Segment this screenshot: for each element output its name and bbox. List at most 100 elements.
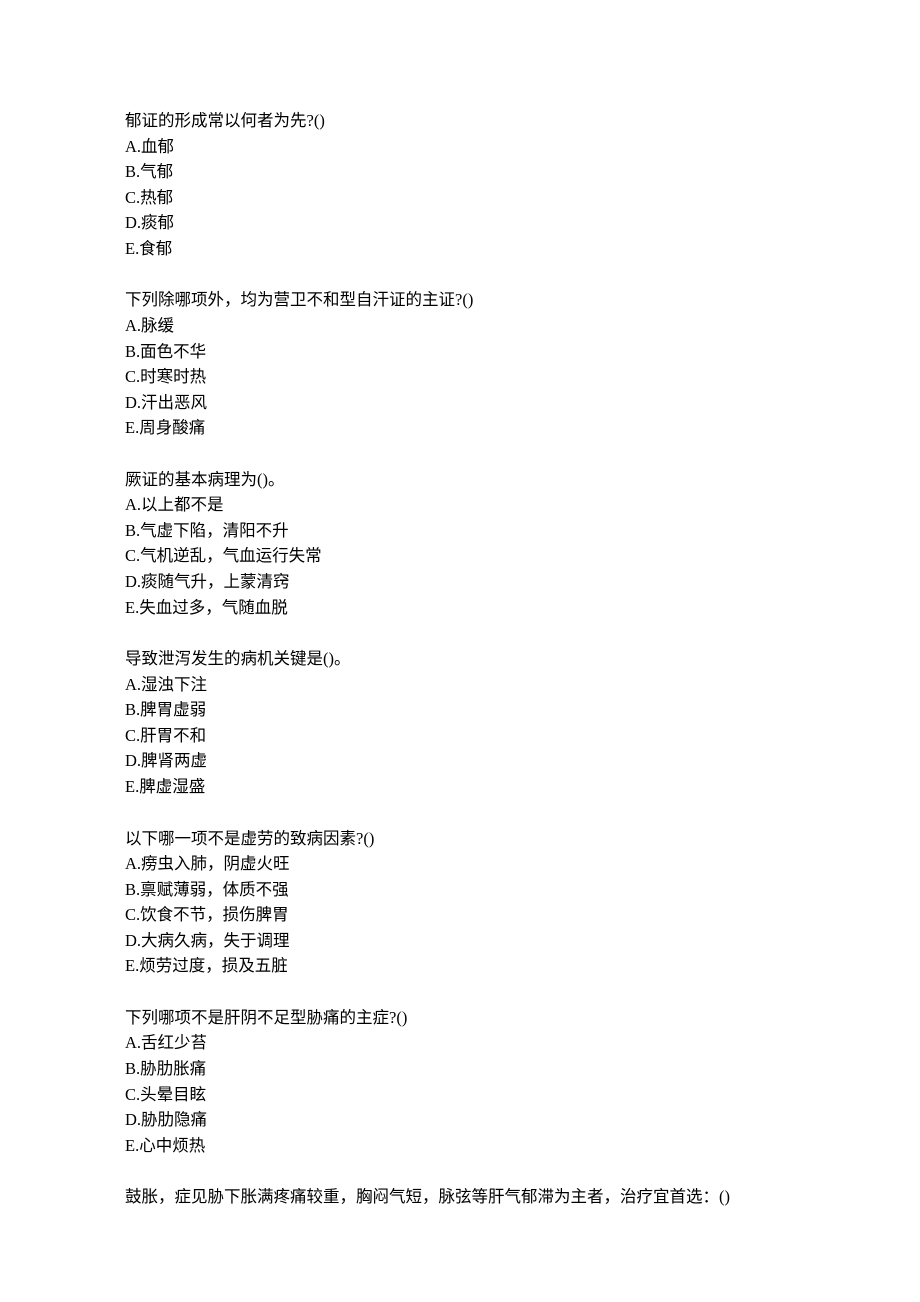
- question-block: 导致泄泻发生的病机关键是()。 A.湿浊下注 B.脾胃虚弱 C.肝胃不和 D.脾…: [125, 646, 795, 799]
- question-stem: 下列除哪项外，均为营卫不和型自汗证的主证?(): [125, 287, 795, 313]
- option-text: 心中烦热: [139, 1136, 205, 1155]
- question-block: 以下哪一项不是虚劳的致病因素?() A.痨虫入肺，阴虚火旺 B.禀赋薄弱，体质不…: [125, 826, 795, 979]
- option-label: E: [125, 956, 135, 975]
- option-text: 失血过多，气随血脱: [139, 598, 288, 617]
- question-stem: 郁证的形成常以何者为先?(): [125, 108, 795, 134]
- option-text: 禀赋薄弱，体质不强: [140, 880, 289, 899]
- question-stem: 下列哪项不是肝阴不足型胁痛的主症?(): [125, 1005, 795, 1031]
- option-label: D: [125, 393, 137, 412]
- option-label: E: [125, 239, 135, 258]
- question-block: 下列除哪项外，均为营卫不和型自汗证的主证?() A.脉缓 B.面色不华 C.时寒…: [125, 287, 795, 440]
- question-option: D.大病久病，失于调理: [125, 928, 795, 954]
- option-text: 肝胃不和: [140, 726, 206, 745]
- option-label: B: [125, 162, 136, 181]
- question-stem: 厥证的基本病理为()。: [125, 467, 795, 493]
- option-label: A: [125, 137, 137, 156]
- option-label: B: [125, 521, 136, 540]
- question-option: A.舌红少苔: [125, 1030, 795, 1056]
- option-label: B: [125, 700, 136, 719]
- option-label: D: [125, 751, 137, 770]
- option-label: C: [125, 1085, 136, 1104]
- question-option: D.痰郁: [125, 210, 795, 236]
- option-text: 脾肾两虚: [141, 751, 207, 770]
- option-label: D: [125, 572, 137, 591]
- option-label: A: [125, 316, 137, 335]
- option-label: A: [125, 675, 137, 694]
- question-option: E.周身酸痛: [125, 415, 795, 441]
- option-text: 血郁: [141, 137, 174, 156]
- option-text: 胁肋隐痛: [141, 1110, 207, 1129]
- option-text: 气虚下陷，清阳不升: [140, 521, 289, 540]
- option-label: E: [125, 418, 135, 437]
- question-stem: 导致泄泻发生的病机关键是()。: [125, 646, 795, 672]
- question-option: C.热郁: [125, 185, 795, 211]
- question-option: B.胁肋胀痛: [125, 1056, 795, 1082]
- option-label: E: [125, 1136, 135, 1155]
- option-text: 胁肋胀痛: [140, 1059, 206, 1078]
- question-option: D.脾肾两虚: [125, 748, 795, 774]
- option-text: 周身酸痛: [139, 418, 205, 437]
- question-option: E.食郁: [125, 236, 795, 262]
- option-text: 热郁: [140, 188, 173, 207]
- question-option: A.以上都不是: [125, 492, 795, 518]
- option-label: D: [125, 213, 137, 232]
- question-option: B.禀赋薄弱，体质不强: [125, 877, 795, 903]
- option-text: 舌红少苔: [141, 1033, 207, 1052]
- option-label: A: [125, 1033, 137, 1052]
- option-label: A: [125, 495, 137, 514]
- option-label: B: [125, 880, 136, 899]
- question-option: B.气郁: [125, 159, 795, 185]
- question-option: D.痰随气升，上蒙清窍: [125, 569, 795, 595]
- option-text: 以上都不是: [141, 495, 224, 514]
- option-text: 饮食不节，损伤脾胃: [140, 905, 289, 924]
- option-text: 时寒时热: [140, 367, 206, 386]
- option-text: 面色不华: [140, 342, 206, 361]
- question-option: A.脉缓: [125, 313, 795, 339]
- question-option: A.血郁: [125, 134, 795, 160]
- question-block: 鼓胀，症见胁下胀满疼痛较重，胸闷气短，脉弦等肝气郁滞为主者，治疗宜首选：(): [125, 1184, 795, 1210]
- option-text: 头晕目眩: [140, 1085, 206, 1104]
- question-option: E.心中烦热: [125, 1133, 795, 1159]
- question-option: B.脾胃虚弱: [125, 697, 795, 723]
- option-label: C: [125, 905, 136, 924]
- option-label: C: [125, 726, 136, 745]
- option-text: 气机逆乱，气血运行失常: [140, 546, 322, 565]
- option-text: 食郁: [139, 239, 172, 258]
- option-label: B: [125, 342, 136, 361]
- option-text: 脉缓: [141, 316, 174, 335]
- question-option: A.痨虫入肺，阴虚火旺: [125, 851, 795, 877]
- question-option: E.脾虚湿盛: [125, 774, 795, 800]
- option-text: 湿浊下注: [141, 675, 207, 694]
- option-text: 大病久病，失于调理: [141, 931, 290, 950]
- option-text: 痰随气升，上蒙清窍: [141, 572, 290, 591]
- option-label: A: [125, 854, 137, 873]
- option-text: 痨虫入肺，阴虚火旺: [141, 854, 290, 873]
- question-option: A.湿浊下注: [125, 672, 795, 698]
- option-label: E: [125, 598, 135, 617]
- option-label: D: [125, 931, 137, 950]
- option-text: 痰郁: [141, 213, 174, 232]
- question-option: C.饮食不节，损伤脾胃: [125, 902, 795, 928]
- option-text: 脾胃虚弱: [140, 700, 206, 719]
- question-option: D.胁肋隐痛: [125, 1107, 795, 1133]
- question-option: C.头晕目眩: [125, 1082, 795, 1108]
- question-option: B.气虚下陷，清阳不升: [125, 518, 795, 544]
- option-text: 汗出恶风: [141, 393, 207, 412]
- question-option: C.时寒时热: [125, 364, 795, 390]
- question-block: 郁证的形成常以何者为先?() A.血郁 B.气郁 C.热郁 D.痰郁 E.食郁: [125, 108, 795, 261]
- option-label: C: [125, 188, 136, 207]
- question-option: E.烦劳过度，损及五脏: [125, 953, 795, 979]
- option-text: 气郁: [140, 162, 173, 181]
- question-option: B.面色不华: [125, 339, 795, 365]
- question-block: 厥证的基本病理为()。 A.以上都不是 B.气虚下陷，清阳不升 C.气机逆乱，气…: [125, 467, 795, 620]
- option-label: C: [125, 546, 136, 565]
- option-text: 烦劳过度，损及五脏: [139, 956, 288, 975]
- question-option: E.失血过多，气随血脱: [125, 595, 795, 621]
- question-option: C.气机逆乱，气血运行失常: [125, 543, 795, 569]
- question-stem: 鼓胀，症见胁下胀满疼痛较重，胸闷气短，脉弦等肝气郁滞为主者，治疗宜首选：(): [125, 1184, 795, 1210]
- document-page: 郁证的形成常以何者为先?() A.血郁 B.气郁 C.热郁 D.痰郁 E.食郁 …: [0, 0, 920, 1296]
- option-label: D: [125, 1110, 137, 1129]
- option-label: C: [125, 367, 136, 386]
- question-block: 下列哪项不是肝阴不足型胁痛的主症?() A.舌红少苔 B.胁肋胀痛 C.头晕目眩…: [125, 1005, 795, 1158]
- option-label: E: [125, 777, 135, 796]
